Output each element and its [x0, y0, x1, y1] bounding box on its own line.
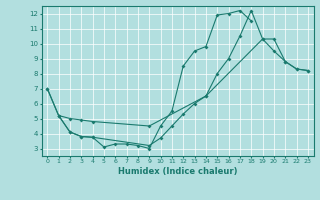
X-axis label: Humidex (Indice chaleur): Humidex (Indice chaleur) [118, 167, 237, 176]
